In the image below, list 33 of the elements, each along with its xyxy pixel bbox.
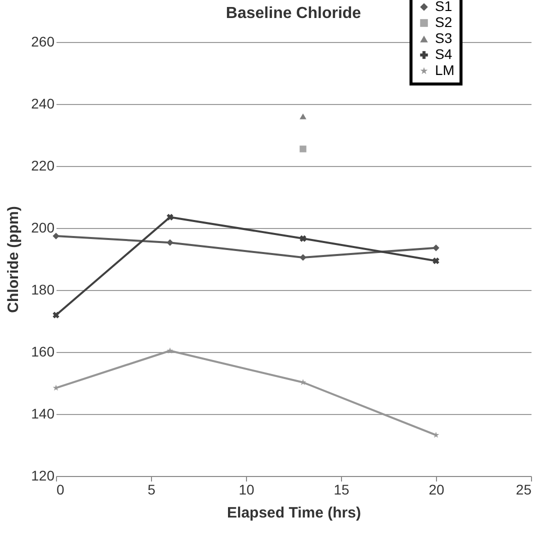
- x-axis-title: Elapsed Time (hrs): [227, 504, 361, 522]
- point: [52, 312, 60, 318]
- legend-label: S1: [435, 0, 452, 14]
- y-tick-label: 220: [31, 158, 55, 174]
- point: [166, 347, 174, 354]
- point: [432, 244, 440, 252]
- legend-label: S3: [435, 30, 452, 46]
- x-tick-label: 25: [516, 482, 532, 498]
- point: [300, 235, 306, 242]
- legend-label: S2: [435, 14, 452, 30]
- point: [166, 214, 174, 220]
- point: [166, 239, 174, 246]
- y-axis-title: Chloride (ppm): [5, 206, 22, 313]
- point: [52, 232, 60, 240]
- point: [300, 113, 306, 120]
- y-tick-label: 160: [31, 344, 55, 360]
- point: [300, 254, 306, 261]
- chart-title: Baseline Chloride: [226, 5, 362, 22]
- point: [300, 146, 306, 152]
- y-tick-label: 260: [31, 34, 55, 50]
- x-tick-label: 0: [56, 482, 64, 498]
- x-tick-label: 20: [428, 482, 444, 498]
- y-tick-label: 120: [31, 468, 55, 484]
- x-tick-label: 10: [238, 482, 254, 498]
- legend-label: S4: [435, 46, 452, 62]
- x-tick-label: 15: [334, 482, 350, 498]
- y-tick-label: 140: [31, 406, 55, 422]
- legend-label: LM: [435, 62, 454, 78]
- point: [432, 258, 440, 264]
- y-tick-label: 180: [31, 282, 55, 298]
- y-tick-label: 200: [31, 220, 55, 236]
- y-tick-label: 240: [31, 96, 55, 112]
- x-tick-label: 5: [148, 482, 156, 498]
